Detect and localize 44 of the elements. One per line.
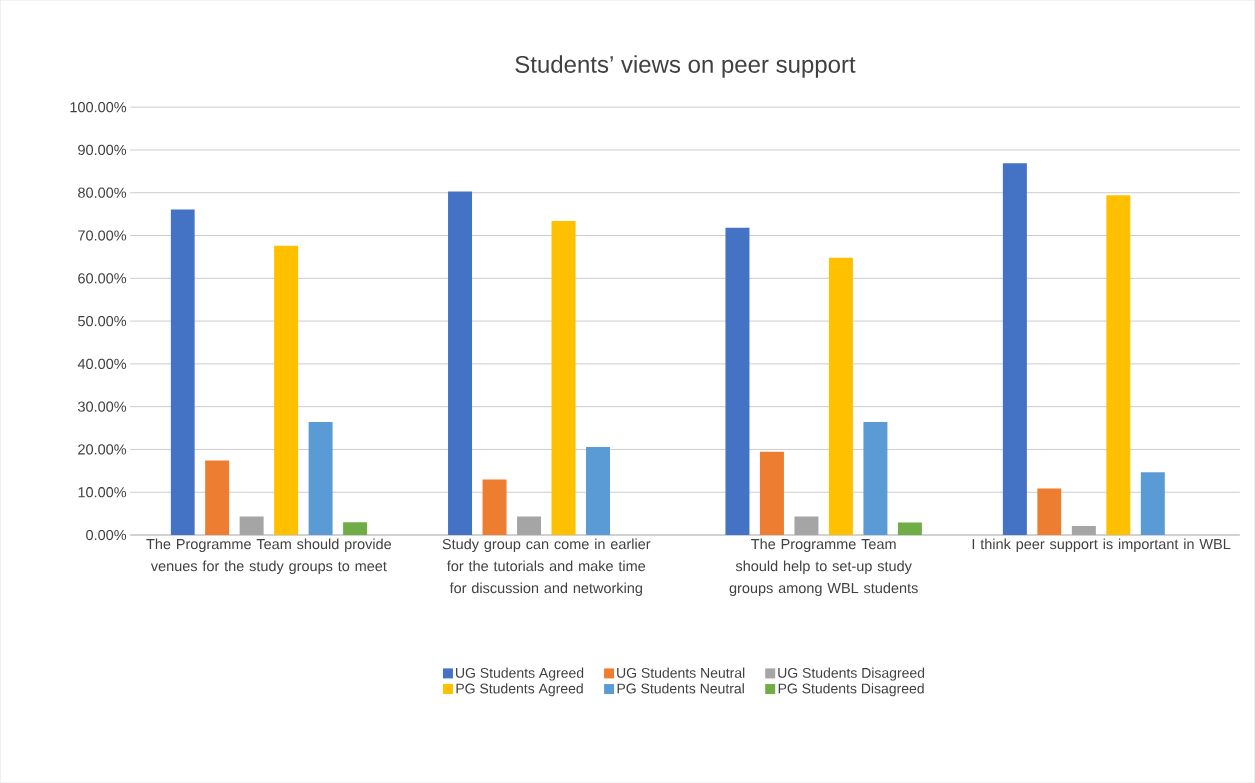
legend-label: UG Students Disagreed (778, 667, 925, 681)
y-tick-label: 70.00% (78, 230, 127, 241)
x-tick-label: I think peer support is important in WBL (972, 538, 1231, 552)
bar (1037, 488, 1062, 535)
bar (239, 516, 264, 535)
y-tick-label: 80.00% (78, 187, 127, 198)
legend-label: PG Students Agreed (456, 683, 583, 697)
bar (1106, 195, 1131, 535)
bar (170, 209, 195, 535)
bar (828, 257, 853, 535)
bar (586, 446, 611, 535)
legend-label: PG Students Disagreed (778, 683, 924, 697)
bar (343, 522, 368, 535)
bar (1140, 472, 1165, 535)
bar (863, 422, 888, 535)
bar (794, 516, 819, 535)
y-tick-label: 10.00% (78, 487, 127, 498)
bar (551, 220, 576, 535)
y-tick-label: 30.00% (78, 401, 127, 412)
y-tick-label: 90.00% (78, 144, 127, 156)
y-tick-label: 60.00% (78, 273, 127, 284)
bar (448, 191, 473, 535)
legend-label: UG Students Neutral (617, 667, 745, 678)
bar (759, 451, 784, 535)
x-tick-label: Study group can come in earlier for the tutorials and make time for discussion and networking (442, 538, 651, 596)
bar (1002, 163, 1027, 535)
bar (517, 516, 542, 535)
bar (482, 479, 507, 535)
y-tick-label: 100.00% (70, 101, 127, 113)
bar (725, 227, 750, 535)
bar (205, 460, 230, 535)
bar (308, 422, 333, 535)
y-tick-label: 50.00% (78, 315, 127, 327)
bar (274, 245, 299, 535)
legend-label: PG Students Neutral (617, 683, 744, 694)
x-tick-label: The Programme Team should provide venues for the study groups to meet (146, 538, 392, 574)
x-tick-label: The Programme Team should help to set-up study groups among WBL students (729, 538, 918, 596)
legend-label: UG Students Agreed (456, 667, 584, 681)
y-tick-label: 20.00% (78, 444, 127, 455)
bar (1071, 525, 1096, 535)
chart-title: Students’ views on peer support (515, 55, 856, 78)
bar (897, 522, 922, 535)
y-tick-label: 40.00% (77, 358, 127, 369)
y-tick-label: 0.00% (86, 529, 127, 541)
